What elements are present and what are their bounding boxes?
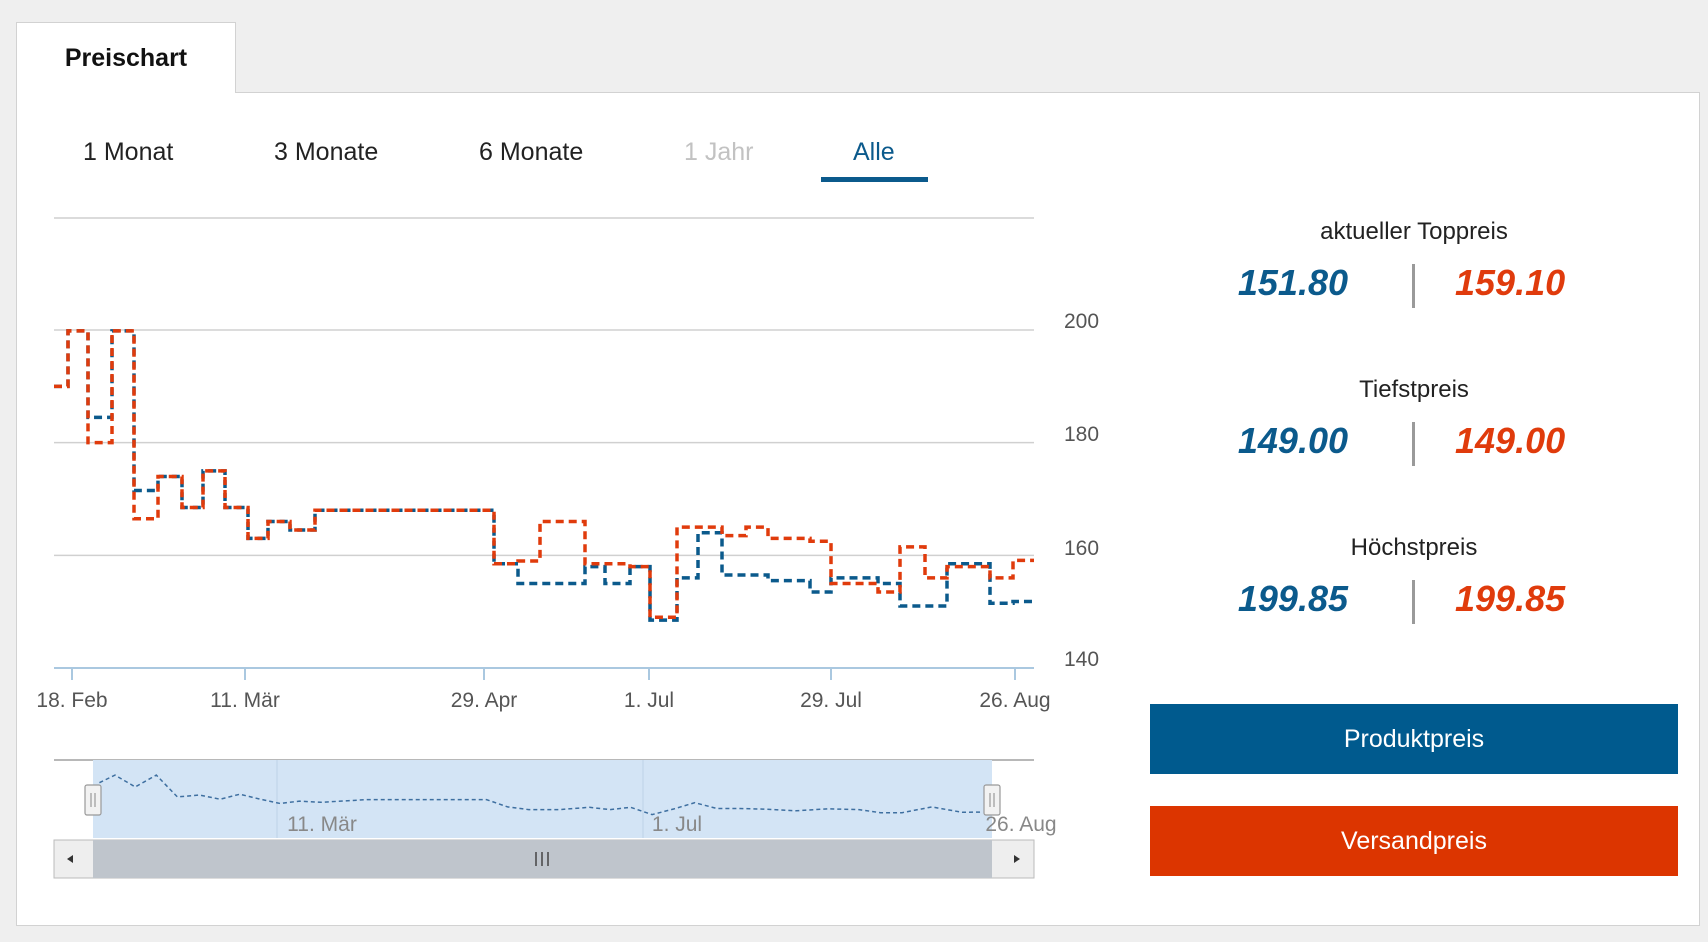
x-tick-label: 11. Mär xyxy=(210,689,280,712)
navigator-series-line xyxy=(99,774,983,816)
y-tick-label: 200 xyxy=(1064,310,1099,333)
x-tick-label: 29. Apr xyxy=(451,689,518,712)
scroll-right-arrow-icon[interactable] xyxy=(1014,855,1020,863)
range-3-monate[interactable]: 3 Monate xyxy=(274,138,379,166)
navigator-left-handle[interactable] xyxy=(84,784,102,816)
low-price-product: 149.00 xyxy=(1237,420,1348,461)
low-price-label: Tiefstpreis xyxy=(1359,376,1469,403)
top-price-label: aktueller Toppreis xyxy=(1320,218,1508,245)
separator xyxy=(1412,264,1415,308)
range-active-indicator xyxy=(821,177,928,182)
range-selector: 1 Monat 3 Monate 6 Monate 1 Jahr Alle xyxy=(0,138,1000,188)
produktpreis-button[interactable]: Produktpreis xyxy=(1150,704,1678,774)
tab-preischart[interactable]: Preischart xyxy=(16,22,236,93)
low-price-row: 149.00 149.00 xyxy=(1150,420,1678,470)
versandpreis-button[interactable]: Versandpreis xyxy=(1150,806,1678,876)
top-price-product: 151.80 xyxy=(1237,262,1348,303)
navigator-label: 11. Mär xyxy=(287,813,357,836)
separator xyxy=(1412,422,1415,466)
navigator-scrollbar[interactable] xyxy=(53,839,1035,879)
high-price-shipping: 199.85 xyxy=(1455,578,1566,619)
x-tick-label: 18. Feb xyxy=(36,689,107,712)
x-tick-label: 26. Aug xyxy=(979,689,1050,712)
price-chart: 200 180 160 140 18. Feb 11. Mär 29. Apr 1. Jul 2… xyxy=(36,217,1099,879)
navigator-selection xyxy=(93,760,992,838)
y-tick-label: 160 xyxy=(1064,537,1099,560)
low-price-shipping: 149.00 xyxy=(1455,420,1566,461)
product-price-line xyxy=(54,329,1034,622)
range-alle[interactable]: Alle xyxy=(853,138,895,166)
y-tick-label: 180 xyxy=(1064,423,1099,446)
range-1-monat[interactable]: 1 Monat xyxy=(83,138,174,166)
x-tick-label: 1. Jul xyxy=(624,689,674,712)
separator xyxy=(1412,580,1415,624)
scroll-left-arrow-icon[interactable] xyxy=(67,855,73,863)
range-6-monate[interactable]: 6 Monate xyxy=(479,138,584,166)
range-1-jahr: 1 Jahr xyxy=(684,138,754,166)
navigator-right-handle[interactable] xyxy=(983,784,1001,816)
high-price-row: 199.85 199.85 xyxy=(1150,578,1678,628)
top-price-shipping: 159.10 xyxy=(1455,262,1566,303)
high-price-label: Höchstpreis xyxy=(1350,534,1478,561)
handle-body xyxy=(84,784,102,816)
navigator-label: 1. Jul xyxy=(652,813,702,836)
navigator-label: 26. Aug xyxy=(985,813,1056,836)
handle-body xyxy=(983,784,1001,816)
y-tick-label: 140 xyxy=(1064,648,1099,671)
top-price-row: 151.80 159.10 xyxy=(1150,262,1678,312)
high-price-product: 199.85 xyxy=(1237,578,1348,619)
shipping-price-line xyxy=(54,329,1034,620)
x-tick-label: 29. Jul xyxy=(800,689,862,712)
